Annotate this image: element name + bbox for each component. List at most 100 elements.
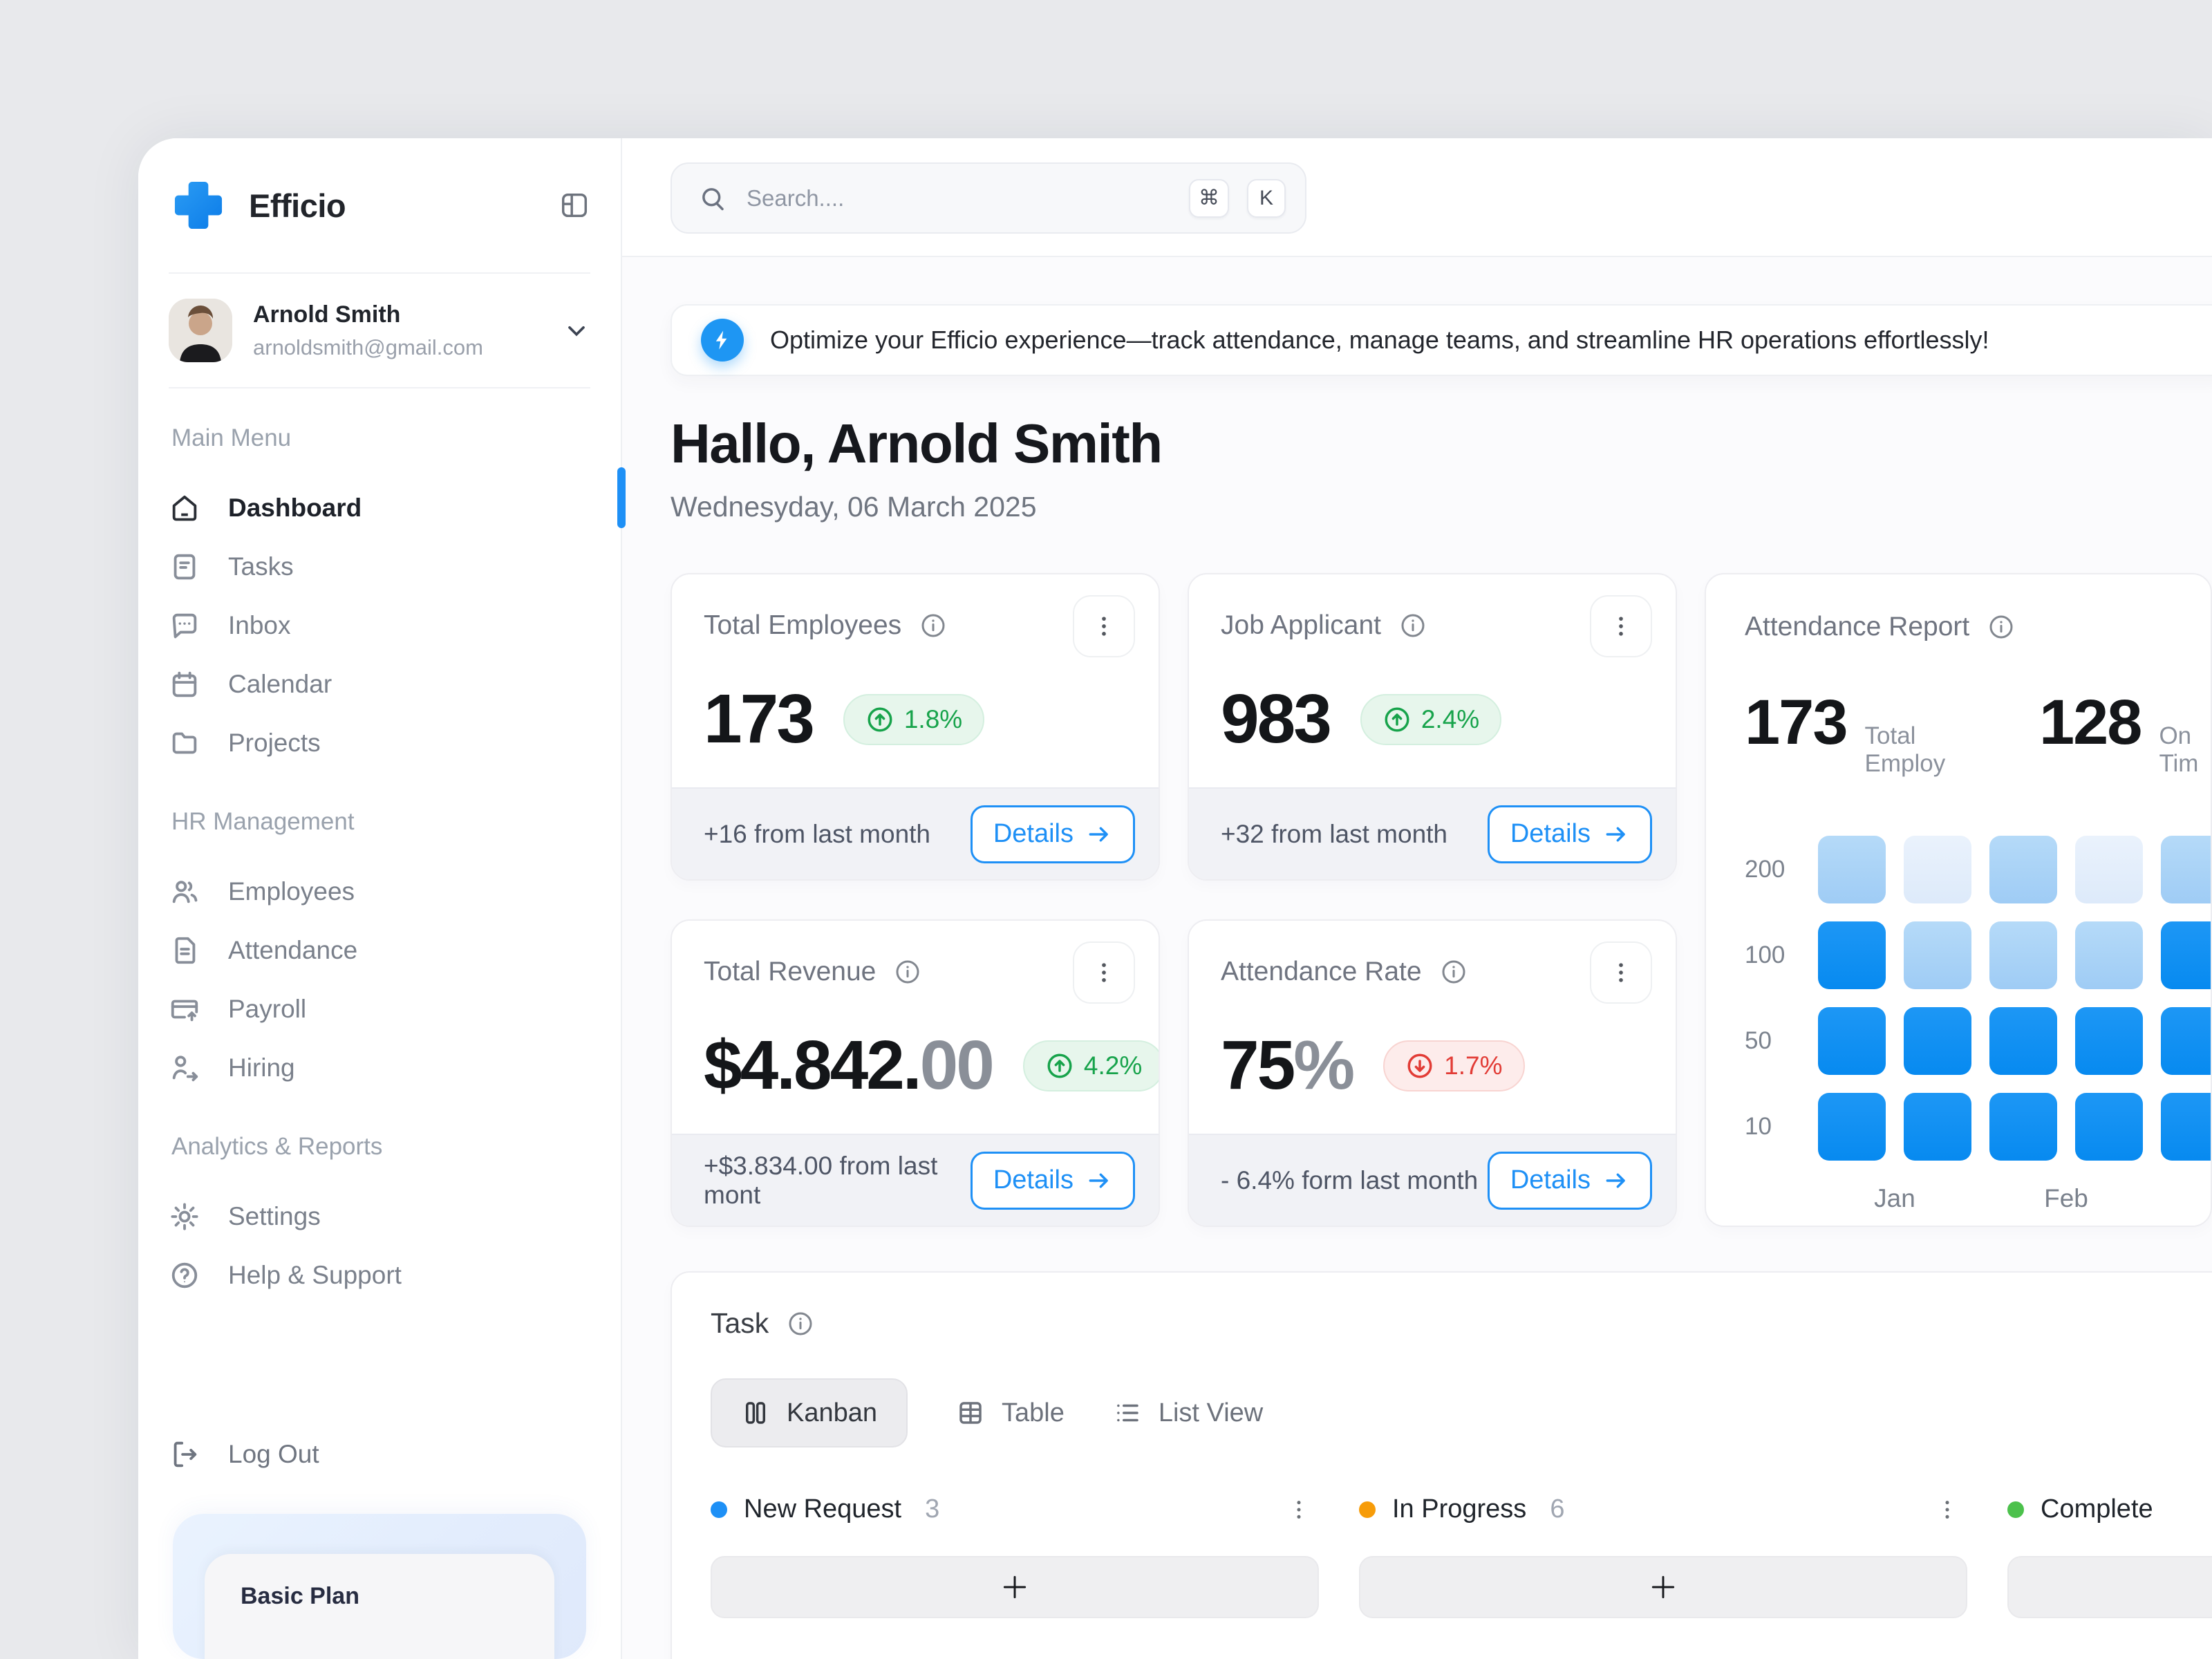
- heatmap-x-label: Feb: [1989, 1184, 2143, 1213]
- sidebar-item-settings[interactable]: Settings: [169, 1187, 590, 1246]
- trend-badge: 2.4%: [1360, 694, 1501, 745]
- column-count: 3: [925, 1494, 939, 1524]
- sidebar-item-tasks[interactable]: Tasks: [169, 537, 590, 596]
- arrow-up-circle-icon: [1382, 705, 1412, 734]
- view-tabs: Kanban Table List View: [711, 1378, 2212, 1447]
- info-icon[interactable]: [919, 612, 947, 639]
- plan-card[interactable]: Basic Plan: [173, 1514, 586, 1659]
- arrow-up-circle-icon: [1045, 1051, 1074, 1080]
- sidebar-item-attendance[interactable]: Attendance: [169, 921, 590, 980]
- heatmap-cell: [2075, 1093, 2143, 1161]
- sidebar-item-dashboard[interactable]: Dashboard: [169, 478, 590, 537]
- logout-button[interactable]: Log Out: [169, 1425, 590, 1483]
- heatmap-x-label: Jan: [1818, 1184, 1971, 1213]
- avatar: [169, 299, 232, 362]
- heatmap-cell: [2075, 921, 2143, 989]
- arrow-down-circle-icon: [1405, 1051, 1434, 1080]
- report-total-label: Total Employ: [1865, 722, 1956, 778]
- arrow-up-circle-icon: [865, 705, 894, 734]
- stat-card-attendance-rate: Attendance Rate 75% 1.7%: [1188, 919, 1677, 1227]
- heatmap-cell: [2075, 1007, 2143, 1075]
- sidebar-item-employees[interactable]: Employees: [169, 862, 590, 921]
- plan-name: Basic Plan: [241, 1583, 518, 1610]
- stat-footer-text: - 6.4% form last month: [1221, 1166, 1478, 1195]
- stat-value: 173: [704, 679, 813, 759]
- info-icon[interactable]: [787, 1310, 814, 1338]
- details-button[interactable]: Details: [971, 1152, 1135, 1210]
- search-icon: [698, 184, 727, 213]
- trend-badge: 1.7%: [1383, 1040, 1524, 1091]
- heatmap-cell: [1818, 1093, 1886, 1161]
- add-task-button[interactable]: [2007, 1556, 2212, 1618]
- tab-table[interactable]: Table: [956, 1398, 1065, 1428]
- kebab-menu-button[interactable]: [1073, 595, 1135, 657]
- info-icon[interactable]: [1440, 958, 1468, 986]
- info-icon[interactable]: [1399, 612, 1427, 639]
- stat-card-total-revenue: Total Revenue $4.842.00 4.2%: [671, 919, 1160, 1227]
- info-icon[interactable]: [1987, 613, 2015, 641]
- tab-list-view[interactable]: List View: [1113, 1398, 1263, 1428]
- logout-label: Log Out: [228, 1440, 319, 1469]
- heatmap-cell: [1989, 921, 2057, 989]
- add-task-button[interactable]: [711, 1556, 1319, 1618]
- stat-footer-text: +16 from last month: [704, 820, 930, 849]
- sidebar-item-calendar[interactable]: Calendar: [169, 655, 590, 713]
- tab-kanban[interactable]: Kanban: [711, 1378, 908, 1447]
- info-icon[interactable]: [894, 958, 921, 986]
- task-panel: Task Kanban Table List View: [671, 1271, 2212, 1659]
- app-title: Efficio: [249, 187, 538, 225]
- sidebar-item-payroll[interactable]: Payroll: [169, 980, 590, 1038]
- sidebar-item-inbox[interactable]: Inbox: [169, 596, 590, 655]
- app-window: Efficio Arnold Smith arnoldsmith@gmail.c…: [138, 138, 2212, 1659]
- document-icon: [169, 935, 200, 966]
- chevron-down-icon[interactable]: [563, 317, 590, 344]
- sidebar-item-hiring[interactable]: Hiring: [169, 1038, 590, 1097]
- sidebar-item-label: Hiring: [228, 1053, 295, 1082]
- sidebar-item-help-support[interactable]: Help & Support: [169, 1246, 590, 1304]
- heatmap-cell: [1904, 921, 1971, 989]
- heatmap-cell: [2161, 1007, 2212, 1075]
- stat-footer-text: +32 from last month: [1221, 820, 1447, 849]
- kebab-menu-button[interactable]: [1590, 941, 1652, 1004]
- heatmap-y-tick: 10: [1745, 1113, 1800, 1141]
- details-button[interactable]: Details: [1488, 1152, 1652, 1210]
- heatmap-cell: [1989, 836, 2057, 903]
- sidebar-item-label: Tasks: [228, 552, 294, 581]
- user-profile[interactable]: Arnold Smith arnoldsmith@gmail.com: [169, 274, 590, 388]
- user-email: arnoldsmith@gmail.com: [253, 335, 542, 360]
- stat-title: Attendance Rate: [1221, 957, 1422, 987]
- details-button[interactable]: Details: [1488, 805, 1652, 863]
- heatmap-cell: [2075, 836, 2143, 903]
- sidebar-toggle-icon[interactable]: [559, 189, 590, 221]
- payroll-card-icon: [169, 993, 200, 1025]
- lightning-icon: [701, 319, 744, 362]
- kebab-menu-button[interactable]: [1590, 595, 1652, 657]
- cmd-key-badge: ⌘: [1189, 179, 1229, 218]
- search-bar[interactable]: ⌘ K: [671, 162, 1306, 234]
- add-task-button[interactable]: [1359, 1556, 1967, 1618]
- arrow-right-icon: [1086, 821, 1112, 847]
- heatmap-cell: [1904, 1093, 1971, 1161]
- kebab-menu-icon[interactable]: [1286, 1497, 1319, 1523]
- page-date: Wednesyday, 06 March 2025: [671, 491, 2212, 523]
- help-icon: [169, 1259, 200, 1291]
- heatmap-cell: [1818, 1007, 1886, 1075]
- heatmap-cell: [1904, 1007, 1971, 1075]
- sidebar-item-projects[interactable]: Projects: [169, 713, 590, 772]
- heatmap-cell: [1818, 836, 1886, 903]
- search-input[interactable]: [745, 185, 1171, 212]
- kebab-menu-icon[interactable]: [1934, 1497, 1967, 1523]
- stat-value: $4.842.00: [704, 1026, 993, 1105]
- details-button[interactable]: Details: [971, 805, 1135, 863]
- plus-icon: [1000, 1572, 1030, 1602]
- stat-value: 983: [1221, 679, 1330, 759]
- kanban-icon: [741, 1398, 770, 1427]
- arrow-right-icon: [1603, 821, 1629, 847]
- stat-title: Job Applicant: [1221, 610, 1381, 641]
- kanban-column-in-progress: In Progress 6: [1359, 1494, 1967, 1659]
- heatmap-cell: [2161, 921, 2212, 989]
- topbar: ⌘ K: [622, 138, 2212, 257]
- sidebar-header: Efficio: [169, 138, 590, 274]
- sidebar-item-label: Calendar: [228, 670, 332, 699]
- kebab-menu-button[interactable]: [1073, 941, 1135, 1004]
